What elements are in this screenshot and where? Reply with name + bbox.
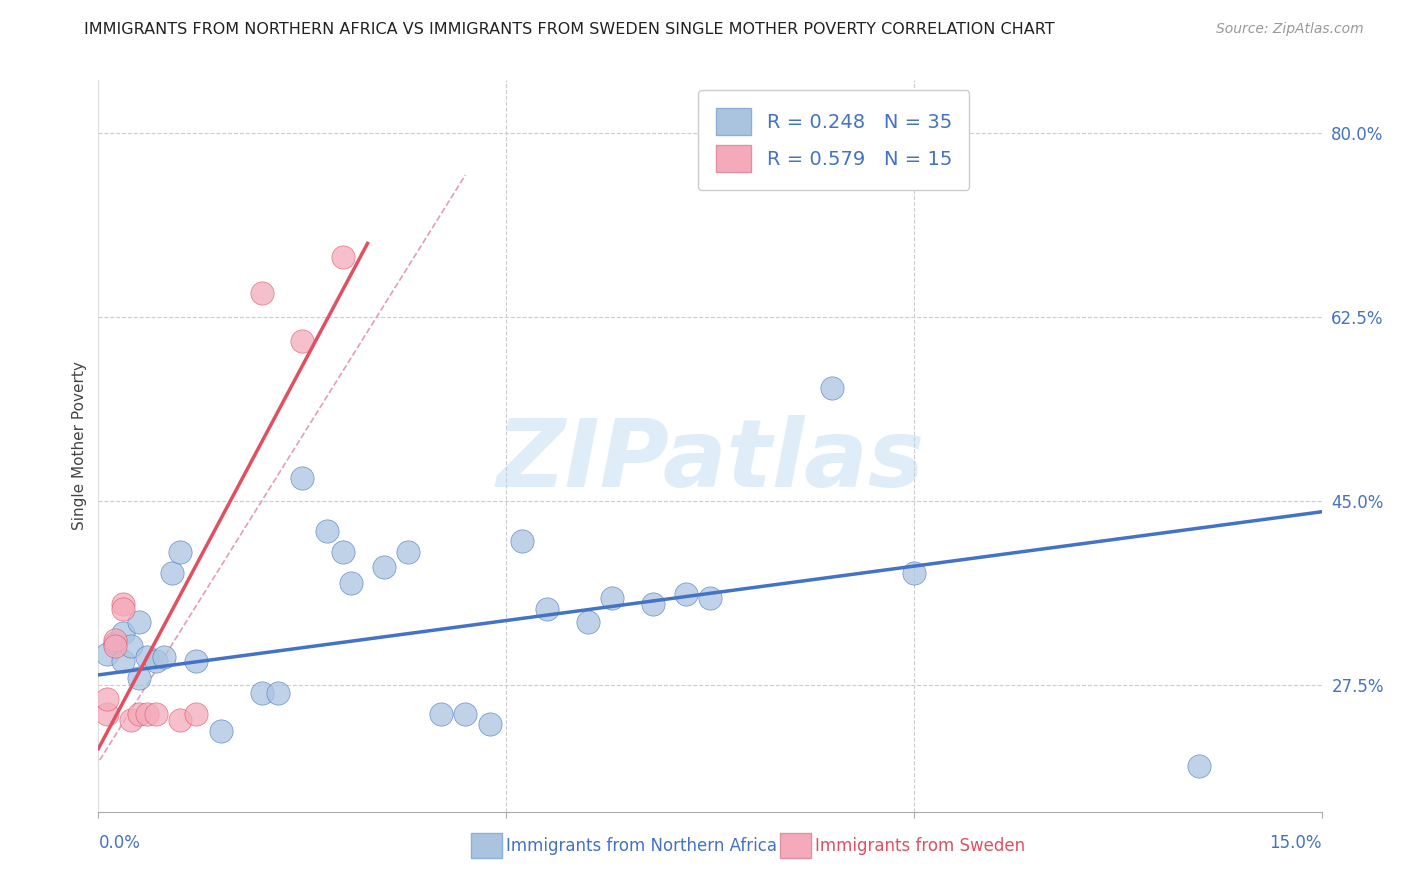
Point — [186, 706, 208, 721]
Point — [152, 650, 174, 665]
Text: Source: ZipAtlas.com: Source: ZipAtlas.com — [1216, 22, 1364, 37]
Point — [169, 713, 191, 727]
Legend: R = 0.248   N = 35, R = 0.579   N = 15: R = 0.248 N = 35, R = 0.579 N = 15 — [699, 90, 969, 190]
Point — [699, 591, 721, 605]
Point — [209, 723, 232, 738]
Point — [136, 650, 159, 665]
Point — [120, 713, 142, 727]
Point — [332, 545, 354, 559]
Text: ZIPatlas: ZIPatlas — [496, 415, 924, 507]
Point — [641, 598, 664, 612]
Point — [111, 601, 134, 615]
Point — [186, 654, 208, 668]
Point — [96, 647, 118, 661]
Text: Immigrants from Sweden: Immigrants from Sweden — [815, 837, 1025, 855]
Point — [675, 587, 697, 601]
Point — [145, 654, 167, 668]
Point — [96, 706, 118, 721]
Point — [1188, 759, 1211, 773]
Point — [250, 285, 273, 300]
Point — [340, 576, 363, 591]
Point — [160, 566, 183, 580]
Point — [291, 334, 314, 349]
Point — [111, 625, 134, 640]
Point — [536, 601, 558, 615]
Point — [128, 671, 150, 685]
Text: Immigrants from Northern Africa: Immigrants from Northern Africa — [506, 837, 778, 855]
Point — [512, 534, 534, 549]
Point — [332, 250, 354, 264]
Text: 0.0%: 0.0% — [98, 834, 141, 852]
Point — [169, 545, 191, 559]
Point — [111, 598, 134, 612]
Point — [120, 640, 142, 654]
Point — [104, 640, 127, 654]
Point — [396, 545, 419, 559]
Point — [315, 524, 337, 538]
Point — [454, 706, 477, 721]
Point — [430, 706, 453, 721]
Point — [136, 706, 159, 721]
Point — [373, 559, 395, 574]
Point — [128, 706, 150, 721]
Point — [104, 633, 127, 648]
Point — [104, 636, 127, 650]
Point — [903, 566, 925, 580]
Y-axis label: Single Mother Poverty: Single Mother Poverty — [72, 361, 87, 531]
Point — [267, 686, 290, 700]
Point — [250, 686, 273, 700]
Point — [96, 692, 118, 706]
Text: IMMIGRANTS FROM NORTHERN AFRICA VS IMMIGRANTS FROM SWEDEN SINGLE MOTHER POVERTY : IMMIGRANTS FROM NORTHERN AFRICA VS IMMIG… — [84, 22, 1054, 37]
Point — [576, 615, 599, 630]
Point — [821, 381, 844, 395]
Point — [291, 471, 314, 485]
Point — [128, 615, 150, 630]
Point — [145, 706, 167, 721]
Point — [111, 654, 134, 668]
Point — [600, 591, 623, 605]
Point — [478, 717, 501, 731]
Text: 15.0%: 15.0% — [1270, 834, 1322, 852]
